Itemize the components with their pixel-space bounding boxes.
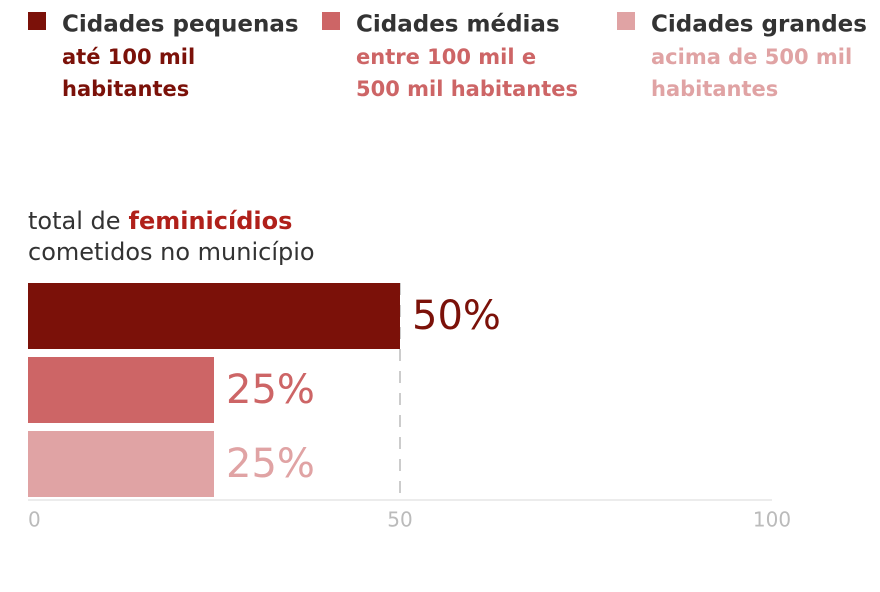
- bar: [28, 431, 214, 497]
- legend-label: Cidades médias: [356, 12, 560, 38]
- legend-swatch: [617, 12, 635, 30]
- legend-label: Cidades grandes: [651, 12, 867, 38]
- x-tick-label: 50: [387, 508, 412, 532]
- chart-title: cometidos no município: [28, 238, 315, 266]
- value-label: 50%: [412, 293, 501, 339]
- legend-description: entre 100 mil e: [356, 45, 536, 69]
- legend-swatch: [28, 12, 46, 30]
- legend-description: 500 mil habitantes: [356, 77, 578, 101]
- legend-description: habitantes: [651, 77, 778, 101]
- bar: [28, 283, 400, 349]
- bar: [28, 357, 214, 423]
- legend-label: Cidades pequenas: [62, 12, 299, 38]
- value-label: 25%: [226, 441, 315, 487]
- legend-description: até 100 mil: [62, 45, 195, 69]
- x-tick-label: 0: [28, 508, 41, 532]
- legend-description: habitantes: [62, 77, 189, 101]
- value-label: 25%: [226, 367, 315, 413]
- title-highlight: feminicídios: [129, 207, 293, 235]
- legend-swatch: [322, 12, 340, 30]
- x-tick-label: 100: [753, 508, 791, 532]
- chart-title: total de feminicídios: [28, 207, 292, 235]
- title-part: total de: [28, 207, 121, 235]
- legend-description: acima de 500 mil: [651, 45, 852, 69]
